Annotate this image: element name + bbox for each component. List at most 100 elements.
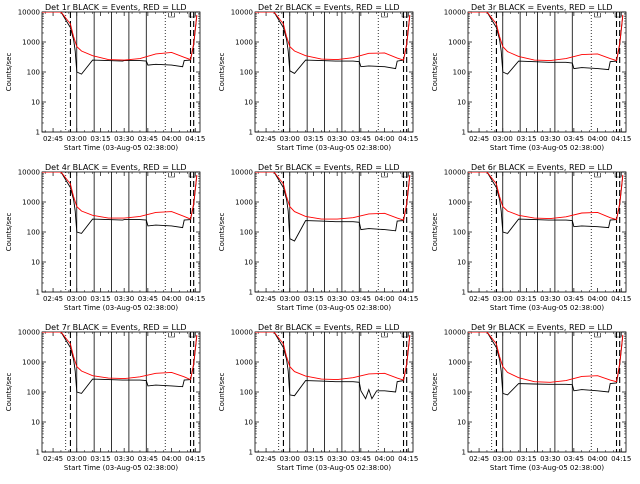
y-tick-label: 10000 [18,9,40,17]
interval-bracket [594,333,601,338]
x-tick-label: 02:45 [256,455,276,463]
y-tick-label: 1 [36,129,40,137]
y-axis-label: Counts/sec [5,373,13,412]
x-tick-label: 04:15 [398,295,418,303]
lld-rate-line [255,12,411,61]
y-tick-label: 100 [27,229,40,237]
y-tick-label: 100 [240,389,253,397]
x-tick-label: 03:30 [540,135,560,143]
x-tick-label: 03:15 [90,135,110,143]
events-rate-line [468,332,624,396]
panel-4: Det 4r BLACK = Events, RED = LLD 1 10 100 10… [5,163,205,312]
y-tick-label: 10000 [444,329,466,337]
interval-bracket [614,13,622,18]
x-tick-label: 03:15 [516,295,536,303]
interval-bracket [401,13,409,18]
x-tick-label: 03:00 [280,135,300,143]
y-tick-label: 1000 [235,199,253,207]
y-axis-label: Counts/sec [218,53,226,92]
y-tick-label: 1 [462,289,466,297]
x-tick-label: 03:45 [138,455,158,463]
y-tick-label: 100 [453,389,466,397]
y-axis-label: Counts/sec [431,213,439,252]
y-tick-label: 1 [36,449,40,457]
x-tick-label: 03:45 [138,295,158,303]
x-tick-label: 04:00 [161,455,181,463]
y-tick-label: 100 [240,229,253,237]
x-axis-label: Start Time (03-Aug-05 02:38:00) [64,304,178,312]
x-tick-label: 03:30 [540,455,560,463]
y-tick-label: 100 [453,229,466,237]
lld-rate-line [468,332,624,383]
events-rate-line [255,172,411,242]
x-tick-label: 04:15 [611,455,631,463]
y-tick-label: 10000 [444,169,466,177]
interval-bracket [614,173,622,178]
y-tick-label: 10 [244,99,253,107]
y-tick-label: 100 [240,69,253,77]
panel-8: Det 8r BLACK = Events, RED = LLD 1 10 100 10… [218,323,418,472]
y-tick-label: 100 [27,69,40,77]
x-tick-label: 04:15 [611,295,631,303]
x-tick-label: 03:45 [351,135,371,143]
x-tick-label: 03:15 [516,135,536,143]
x-tick-label: 03:00 [280,295,300,303]
y-tick-label: 100 [453,69,466,77]
x-tick-label: 03:00 [280,455,300,463]
interval-bracket [188,13,196,18]
y-tick-label: 1 [462,449,466,457]
events-rate-line [468,12,624,75]
x-tick-label: 03:00 [493,135,513,143]
x-axis-label: Start Time (03-Aug-05 02:38:00) [64,144,178,152]
x-axis-label: Start Time (03-Aug-05 02:38:00) [490,464,604,472]
x-tick-label: 03:00 [493,455,513,463]
y-tick-label: 1 [249,289,253,297]
y-tick-label: 1000 [22,199,40,207]
interval-bracket [381,13,388,18]
x-tick-label: 04:00 [161,135,181,143]
x-tick-label: 03:15 [90,295,110,303]
interval-bracket [168,13,175,18]
lld-rate-line [42,332,198,381]
panel-title: Det 2r BLACK = Events, RED = LLD [258,3,400,12]
x-tick-label: 04:00 [161,295,181,303]
y-tick-label: 10000 [18,169,40,177]
panel-title: Det 1r BLACK = Events, RED = LLD [45,3,187,12]
x-tick-label: 04:15 [611,135,631,143]
x-tick-label: 03:15 [303,135,323,143]
x-tick-label: 04:00 [587,295,607,303]
lld-rate-line [42,12,198,61]
x-axis-label: Start Time (03-Aug-05 02:38:00) [490,144,604,152]
panel-title: Det 5r BLACK = Events, RED = LLD [258,163,400,172]
x-tick-label: 04:00 [374,135,394,143]
panel-title: Det 3r BLACK = Events, RED = LLD [471,3,613,12]
panel-1: Det 1r BLACK = Events, RED = LLD 1 10 100 10… [5,3,205,152]
x-tick-label: 03:30 [114,455,134,463]
y-tick-label: 10 [457,259,466,267]
y-axis-label: Counts/sec [5,213,13,252]
y-tick-label: 1000 [448,39,466,47]
x-tick-label: 04:00 [374,295,394,303]
interval-bracket [168,333,175,338]
y-tick-label: 1 [249,449,253,457]
x-tick-label: 02:45 [469,135,489,143]
interval-bracket [594,173,601,178]
panel-title: Det 4r BLACK = Events, RED = LLD [45,163,187,172]
x-tick-label: 03:45 [564,295,584,303]
x-axis-label: Start Time (03-Aug-05 02:38:00) [277,464,391,472]
y-tick-label: 10000 [231,329,253,337]
x-tick-label: 02:45 [43,295,63,303]
panel-2: Det 2r BLACK = Events, RED = LLD 1 10 100 10… [218,3,418,152]
y-tick-label: 10 [31,419,40,427]
x-tick-label: 04:15 [185,135,205,143]
x-tick-label: 03:15 [303,455,323,463]
x-tick-label: 03:45 [564,135,584,143]
y-tick-label: 10 [244,419,253,427]
interval-bracket [168,173,175,178]
interval-bracket [401,173,409,178]
y-tick-label: 10000 [231,169,253,177]
x-tick-label: 04:00 [374,455,394,463]
y-axis-label: Counts/sec [218,213,226,252]
x-axis-label: Start Time (03-Aug-05 02:38:00) [64,464,178,472]
